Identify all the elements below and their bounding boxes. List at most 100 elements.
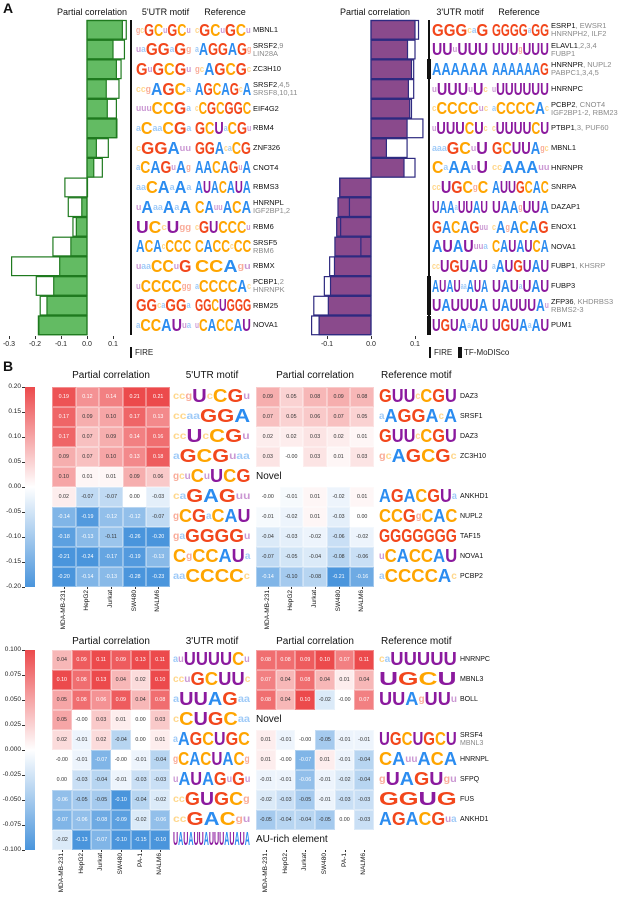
motif-letter-A: A	[150, 78, 163, 99]
heatmap-cell: 0.10	[150, 670, 170, 690]
heatmap-cell: 0.14	[99, 387, 123, 407]
motif-letter-A: a	[518, 280, 523, 292]
motif-letter-C: c	[450, 451, 457, 462]
motif-letter-C: C	[436, 98, 448, 119]
motif-letter-G: g	[179, 221, 186, 233]
motif-letter-G: G	[443, 19, 456, 40]
motif-letter-C: c	[497, 162, 503, 174]
heatmap-cell: 0.01	[256, 730, 276, 750]
motif-letter-A: A	[399, 769, 415, 790]
bar-outline	[329, 256, 372, 277]
motif-letter-G: G	[518, 19, 528, 40]
colorbar-tick-label: 0.05	[8, 458, 21, 465]
motif-letter-A: a	[173, 734, 178, 745]
motif-letter-C: C	[233, 749, 245, 770]
heatmap-cell: -0.04	[111, 730, 131, 750]
utr-motif-logo: cCUGCaa	[173, 710, 250, 729]
motif-letter-U: U	[424, 689, 438, 710]
motif-letter-C: C	[236, 216, 247, 237]
motif-letter-U: u	[203, 471, 211, 482]
motif-letter-C: c	[544, 142, 549, 154]
motif-letter-A: a	[492, 103, 497, 115]
reference-rbp-name: SRSF1	[460, 413, 483, 421]
motif-letter-C: C	[140, 275, 152, 296]
motif-group-label: Novel	[256, 714, 282, 725]
motif-letter-U: U	[190, 769, 203, 790]
heatmap-cell: -0.06	[150, 810, 170, 830]
motif-letter-C: C	[148, 216, 162, 237]
motif-letter-C: C	[384, 546, 397, 567]
colorbar-tick-mark	[22, 675, 25, 676]
motif-letter-U: U	[531, 78, 541, 99]
discovered-motif-logo: UAAaUUAU	[432, 198, 488, 216]
reference-rbp-name: BOLL	[460, 696, 478, 704]
motif-letter-A: A	[224, 829, 230, 850]
motif-letter-G: G	[446, 137, 460, 158]
bar-filled	[370, 19, 416, 40]
motif-letter-C: C	[211, 506, 225, 527]
colorbar-tick-mark	[22, 700, 25, 701]
heatmap-cell: -0.03	[354, 810, 374, 830]
motif-letter-A: A	[226, 177, 235, 198]
heatmap-cell: 0.08	[275, 650, 296, 670]
column-label: MDA-MB-231	[59, 590, 67, 630]
motif-letter-C: C	[178, 749, 190, 770]
heatmap-cell: 0.05	[52, 690, 72, 710]
colorbar-tick-mark	[22, 412, 25, 413]
reference-motif-logo: CACCcCC	[195, 238, 251, 255]
motif-letter-G: G	[414, 769, 430, 790]
motif-letter-A: A	[157, 177, 170, 198]
bar-filled	[370, 59, 413, 80]
motif-letter-G: G	[174, 39, 187, 60]
discovered-motif-logo: uaGGaGg	[136, 41, 191, 58]
utr-motif-logo: aGCGuaa	[173, 447, 250, 466]
heatmap-cell: 0.05	[279, 407, 304, 427]
motif-letter-C: C	[519, 216, 529, 237]
heatmap-cell: -0.00	[52, 750, 72, 770]
motif-letter-A: A	[233, 315, 243, 335]
reference-motif-logo: UGUAaAU	[492, 315, 549, 335]
motif-letter-G: G	[432, 216, 442, 237]
heatmap-cell: 0.02	[130, 670, 151, 690]
motif-letter-A: a	[141, 44, 146, 56]
motif-letter-U: u	[452, 44, 458, 56]
heatmap-cell: -0.04	[150, 750, 170, 770]
motif-letter-A: A	[452, 236, 464, 257]
motif-letter-A: a	[193, 411, 200, 422]
motif-letter-A: A	[379, 809, 392, 830]
heatmap-cell: -0.08	[303, 567, 327, 587]
motif-letter-C: C	[218, 216, 228, 237]
heatmap-cell: -0.04	[275, 810, 296, 830]
motif-letter-U: U	[492, 315, 501, 335]
column-tick-mark	[81, 850, 83, 852]
motif-letter-A: a	[237, 714, 244, 725]
motif-letter-U: U	[237, 506, 251, 527]
motif-letter-U: u	[445, 814, 452, 825]
motif-letter-G: G	[379, 426, 392, 447]
heatmap-cell: 0.17	[122, 407, 147, 427]
heatmap-cell: -0.05	[256, 810, 276, 830]
heatmap-cell: -0.03	[146, 487, 170, 507]
motif-letter-A: A	[441, 295, 451, 316]
reference-motif-logo: GGGGGGG	[379, 527, 457, 546]
b-top-motif-title: 5'UTR motif	[185, 370, 239, 381]
heatmap-cell: 0.09	[111, 650, 131, 670]
heatmap-cell: 0.10	[99, 407, 123, 427]
motif-letter-U: U	[492, 196, 501, 217]
motif-letter-A: A	[432, 58, 442, 79]
colorbar-tick-label: 0.025	[4, 721, 21, 728]
motif-letter-C: c	[179, 391, 186, 402]
motif-letter-C: C	[140, 315, 151, 335]
heatmap-cell: -0.04	[303, 547, 327, 567]
motif-letter-G: G	[405, 446, 422, 467]
motif-letter-U: U	[508, 177, 517, 198]
heatmap-cell: 0.07	[75, 427, 100, 447]
heatmap-cell: 0.03	[303, 447, 327, 467]
motif-letter-A: A	[441, 58, 451, 79]
a-left-ref-title: Reference	[204, 7, 246, 17]
motif-letter-U: u	[173, 774, 179, 785]
reference-motif-logo: uUUUUUU	[492, 78, 549, 99]
heatmap-cell: -0.03	[354, 790, 374, 810]
heatmap-cell: -0.06	[295, 770, 315, 790]
motif-letter-U: u	[136, 260, 142, 272]
